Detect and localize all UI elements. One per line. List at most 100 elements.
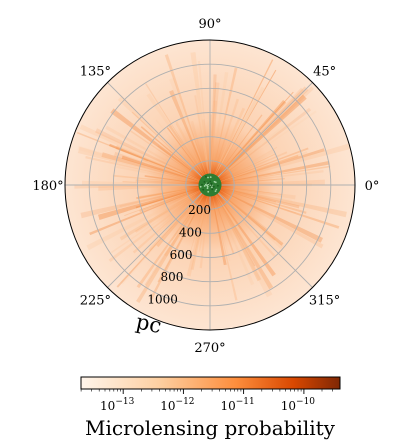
heatmap-ray — [138, 185, 210, 200]
heatmap-ray — [169, 90, 210, 185]
angle-tick-label: 315° — [309, 294, 340, 309]
heatmap-ray — [210, 146, 278, 185]
heatmap-ray — [210, 185, 324, 249]
heatmap-ray — [210, 185, 235, 254]
heatmap-ray — [210, 170, 324, 185]
heatmap-ray — [89, 185, 210, 236]
heatmap-ray — [210, 185, 293, 204]
heatmap-ray — [157, 185, 210, 283]
heatmap-ray — [210, 72, 229, 185]
angular-grid-line — [209, 82, 313, 186]
heatmap-ray — [95, 128, 210, 185]
colorbar-tick-label: 10−13 — [100, 397, 135, 413]
heatmap-ray — [210, 87, 305, 185]
heatmap-ray — [190, 120, 210, 185]
heatmap-ray — [210, 185, 268, 231]
heatmap-ray — [198, 185, 210, 252]
heatmap-ray — [119, 185, 210, 208]
heatmap-ray — [110, 108, 210, 185]
heatmap-ray — [105, 125, 210, 185]
heatmap-ray — [210, 165, 331, 185]
heatmap-ray — [194, 95, 210, 185]
heatmap-ray — [144, 185, 210, 286]
heatmap-ray — [153, 185, 210, 232]
heatmap-ray — [210, 185, 274, 290]
radial-tick-label: 800 — [160, 270, 183, 284]
heatmap-ray — [210, 185, 276, 277]
angle-tick-label: 45° — [313, 64, 336, 79]
heatmap-ray — [172, 185, 210, 241]
heatmap-ray — [124, 185, 210, 216]
heatmap-ray — [210, 107, 246, 185]
heatmap-ray — [148, 185, 210, 251]
heatmap-ray — [164, 54, 210, 185]
heatmap-ray — [210, 151, 288, 185]
heatmap-ray — [210, 100, 217, 185]
colorbar-bar — [80, 376, 341, 390]
center-marker-dot — [207, 190, 210, 193]
heatmap-ray — [196, 110, 210, 185]
colorbar-tick-label: 10−10 — [281, 397, 316, 413]
heatmap-ray — [210, 67, 238, 185]
center-marker-dot — [203, 185, 206, 187]
heatmap-ray — [156, 185, 210, 248]
heatmap-ray — [210, 122, 237, 185]
heatmap-ray — [210, 86, 266, 185]
heatmap-ray — [197, 60, 210, 185]
center-marker-dot — [209, 183, 211, 185]
center-marker-dot — [203, 181, 206, 183]
heatmap-ray — [116, 185, 210, 288]
heatmap-ray — [140, 126, 210, 185]
heatmap-ray — [210, 94, 307, 185]
heatmap-ray — [108, 185, 210, 262]
radial-tick-label: 200 — [188, 203, 211, 217]
angle-tick-label: 90° — [198, 17, 221, 32]
radial-tick-labels: 200 400 600 800 1000 — [147, 203, 211, 306]
heatmap-ray — [210, 95, 261, 185]
heatmap-ray — [210, 185, 231, 261]
heatmap-ray — [190, 185, 210, 270]
heatmap-ray — [147, 185, 210, 223]
center-marker-dot — [211, 186, 213, 189]
colorbar: 10−13 10−12 10−11 10−10 Microlensing probab… — [80, 376, 341, 440]
heatmap-ray — [132, 185, 210, 254]
center-marker-dot — [205, 175, 207, 178]
heatmap-ray — [190, 52, 210, 185]
heatmap-ray — [115, 145, 210, 185]
center-marker-dot — [211, 188, 214, 191]
heatmap-ray — [186, 185, 210, 277]
angle-tick-label: 180° — [32, 179, 63, 194]
heatmap-ray — [149, 185, 210, 300]
center-marker-dot — [217, 184, 219, 187]
heatmap-ray — [168, 124, 210, 185]
heatmap-ray — [76, 131, 210, 185]
heatmap-ray — [210, 185, 227, 266]
heatmap-ray — [201, 119, 210, 185]
colorbar-tick-label: 10−11 — [220, 397, 254, 413]
heatmap-ray — [122, 181, 210, 185]
polar-plot: 0° 45° 90° 135° 180° 225° 270° 315° 200 400 600 80… — [32, 17, 379, 356]
heatmap-ray — [121, 155, 210, 185]
angle-tick-label: 225° — [80, 294, 111, 309]
heatmap-ray — [210, 185, 347, 218]
heatmap-ray — [210, 148, 325, 185]
heatmap-ray — [210, 185, 238, 301]
colorbar-ticks: 10−13 10−12 10−11 10−10 — [80, 389, 333, 413]
heatmap-ray — [142, 159, 210, 185]
heatmap-ray — [210, 98, 240, 185]
heatmap-ray — [210, 110, 317, 185]
heatmap-ray — [210, 86, 314, 185]
center-marker-dot — [209, 180, 212, 183]
center-marker-dot — [215, 188, 218, 191]
heatmap-ray — [156, 185, 210, 235]
heatmap-ray — [210, 185, 283, 195]
angular-grid — [65, 40, 355, 330]
center-marker-dot — [206, 184, 209, 187]
heatmap-ray — [210, 151, 308, 185]
heatmap-ray — [210, 74, 217, 185]
center-marker-dot — [206, 187, 209, 190]
colorbar-label: Microlensing probability — [85, 416, 336, 440]
heatmap-ray — [210, 185, 256, 267]
heatmap-ray — [135, 179, 210, 185]
